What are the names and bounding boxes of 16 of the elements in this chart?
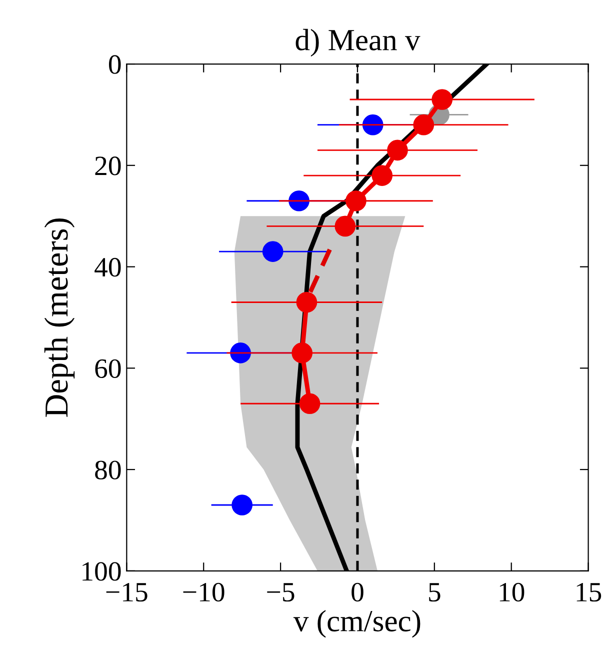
y-axis-title: Depth (meters): [44, 218, 75, 417]
x-tick-label: −10: [183, 582, 224, 602]
x-tick-label: 10: [500, 582, 524, 602]
x-tick-label: −15: [106, 582, 148, 602]
x-tick-label: 15: [576, 582, 602, 602]
chart-title: d) Mean v: [296, 28, 420, 57]
x-tick-label: 5: [429, 583, 440, 602]
y-tick-label: 100: [82, 562, 121, 581]
y-tick-label: 80: [95, 460, 121, 480]
x-axis-title: v (cm/sec): [293, 610, 420, 638]
y-tick-label: 0: [108, 55, 121, 74]
y-tick-label: 20: [95, 156, 121, 176]
y-tick-label: 40: [94, 258, 121, 277]
x-tick-label: 0: [352, 582, 364, 602]
x-tick-label: −5: [267, 583, 294, 602]
y-tick-label: 60: [95, 359, 121, 378]
